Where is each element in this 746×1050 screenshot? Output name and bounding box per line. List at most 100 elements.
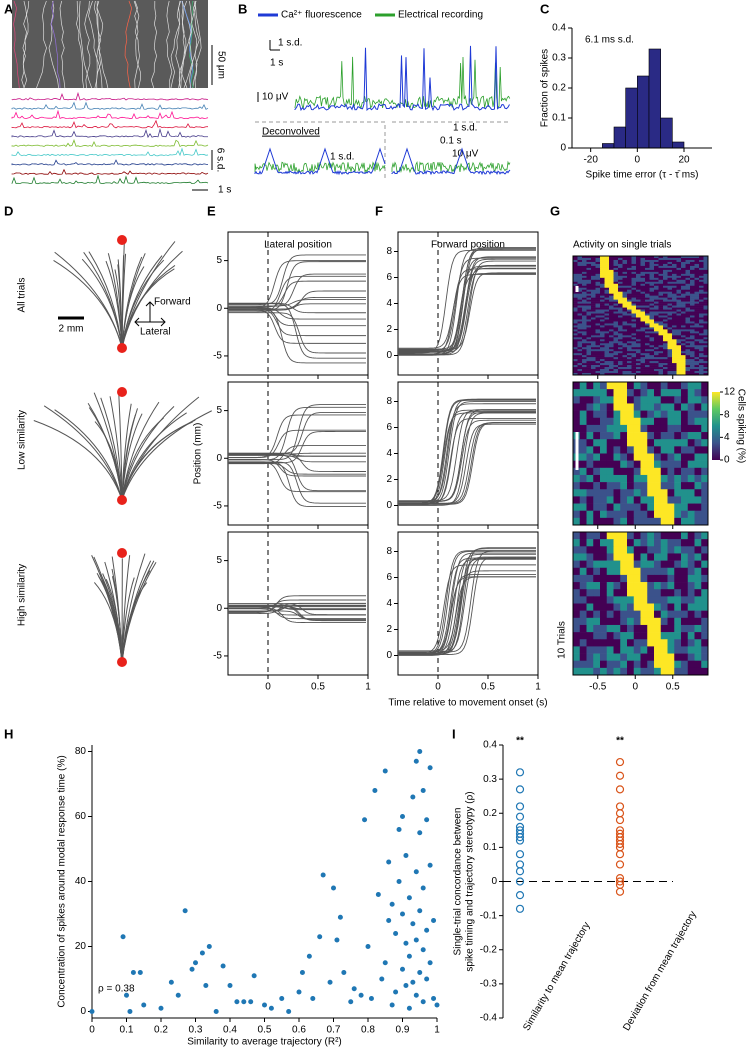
heatmap-cell-illustration — [649, 277, 655, 281]
heatmap-cell-illustration — [654, 532, 662, 540]
heatmap-cell-illustration — [613, 261, 619, 265]
heatmap-cell-illustration — [613, 281, 619, 285]
heatmap-cell-illustration — [687, 439, 695, 447]
y-tick-label: 5 — [216, 555, 222, 566]
heatmap-cell-illustration — [658, 347, 664, 350]
heatmap-cell-illustration — [618, 353, 623, 356]
heatmap-cell-illustration — [681, 532, 689, 540]
heatmap-cell-illustration — [600, 337, 605, 340]
heatmap-cell-illustration — [627, 269, 632, 273]
heatmap-cell-illustration — [676, 321, 682, 324]
heatmap-cell-illustration — [613, 285, 619, 289]
heatmap-cell-illustration — [633, 617, 641, 626]
heatmap-cell-illustration — [579, 382, 587, 390]
x-tick-label: 0.5 — [481, 682, 495, 693]
heatmap-cell-illustration — [591, 256, 596, 259]
heatmap-cell-illustration — [631, 369, 637, 372]
heatmap-cell-illustration — [618, 285, 623, 289]
y-tick-label: 4 — [386, 598, 392, 609]
heatmap-cell-illustration — [613, 321, 619, 324]
heatmap-cell-illustration — [609, 347, 614, 350]
heatmap-cell-illustration — [676, 343, 682, 346]
heatmap-cell-illustration — [620, 439, 628, 447]
heatmap-cell-illustration — [622, 303, 628, 306]
trajectory-illustration — [228, 461, 366, 504]
heatmap-cell-illustration — [593, 632, 601, 640]
heatmap-cell-illustration — [573, 295, 578, 298]
heatmap-cell-illustration — [654, 353, 659, 356]
heatmap-cell-illustration — [701, 553, 709, 561]
heatmap-cell-illustration — [690, 355, 695, 358]
heatmap-cell-illustration — [618, 359, 623, 362]
heatmap-cell-illustration — [618, 331, 623, 334]
heatmap-cell-illustration — [674, 496, 682, 504]
heatmap-cell-illustration — [690, 303, 695, 306]
heatmap-cell-illustration — [613, 331, 619, 334]
heatmap-cell-illustration — [609, 275, 614, 279]
heatmap-cell-illustration — [649, 329, 655, 332]
heatmap-cell-illustration — [667, 482, 675, 490]
heatmap-cell-illustration — [654, 347, 659, 350]
heatmap-cell-illustration — [618, 349, 623, 352]
heatmap-cell-illustration — [613, 297, 619, 300]
heatmap-cell-illustration — [591, 371, 596, 374]
heatmap-cell-illustration — [703, 341, 709, 344]
heatmap-cell-illustration — [685, 257, 691, 261]
colorbar-tick-label: 8 — [724, 409, 730, 420]
heatmap-cell-illustration — [591, 301, 596, 304]
heatmap-cell-illustration — [701, 439, 709, 447]
heatmap-cell-illustration — [600, 273, 605, 277]
label: Electrical recording — [398, 10, 483, 21]
heatmap-cell-illustration — [577, 317, 583, 320]
heatmap-cell-illustration — [681, 567, 689, 576]
heatmap-cell-illustration — [663, 325, 668, 328]
label: 1 s.d. — [453, 123, 477, 134]
x-tick-label: Similarity to mean trajectory — [521, 920, 592, 1032]
heatmap-cell-illustration — [573, 259, 578, 263]
heatmap-cell-illustration — [579, 532, 587, 540]
x-tick-label: 0.5 — [258, 1025, 272, 1036]
trajectory-illustration — [33, 420, 123, 501]
heatmap-cell-illustration — [681, 347, 686, 350]
heatmap-cell-illustration — [600, 281, 605, 285]
heatmap-cell-illustration — [613, 632, 621, 640]
heatmap-cell-illustration — [663, 335, 668, 338]
heatmap-cell-illustration — [672, 267, 677, 271]
heatmap-cell-illustration — [573, 265, 578, 269]
heatmap-cell-illustration — [622, 327, 628, 330]
heatmap-cell-illustration — [681, 319, 686, 322]
heatmap-cell-illustration — [690, 257, 695, 261]
heatmap-cell-illustration — [606, 610, 614, 619]
heatmap-cell-illustration — [645, 263, 650, 267]
heatmap-cell-illustration — [622, 339, 628, 342]
heatmap-cell-illustration — [687, 532, 695, 540]
heatmap-cell-illustration — [582, 369, 587, 372]
heatmap-cell-illustration — [660, 603, 668, 611]
heatmap-cell-illustration — [681, 510, 689, 519]
heatmap-cell-illustration — [654, 517, 662, 526]
heatmap-cell-illustration — [613, 439, 621, 447]
heatmap-cell-illustration — [593, 532, 601, 540]
heatmap-cell-illustration — [627, 453, 635, 461]
heatmap-cell-illustration — [631, 285, 637, 289]
heatmap-cell-illustration — [681, 624, 689, 633]
heatmap-cell-illustration — [649, 295, 655, 298]
heatmap-cell-illustration — [685, 291, 691, 294]
heatmap-cell-illustration — [631, 279, 637, 283]
heatmap-cell-illustration — [586, 347, 592, 350]
heatmap-cell-illustration — [586, 446, 594, 454]
heatmap-cell-illustration — [618, 257, 623, 261]
point — [515, 768, 525, 777]
heatmap-cell-illustration — [613, 257, 619, 261]
heatmap-cell-illustration — [604, 265, 610, 269]
heatmap-cell-illustration — [649, 355, 655, 358]
heatmap-cell-illustration — [658, 355, 664, 358]
heatmap-cell-illustration — [604, 259, 610, 263]
heatmap-cell-illustration — [600, 546, 608, 554]
heatmap-cell-illustration — [640, 453, 648, 461]
heatmap-cell-illustration — [687, 496, 695, 504]
heatmap-cell-illustration — [591, 315, 596, 318]
heatmap-cell-illustration — [667, 267, 673, 271]
heatmap-cell-illustration — [579, 396, 587, 404]
trajectory-illustration — [398, 576, 536, 656]
